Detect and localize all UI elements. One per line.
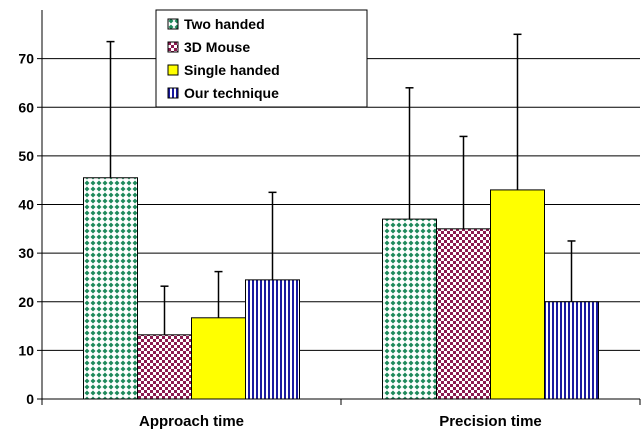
y-tick-label: 70 — [18, 51, 34, 67]
legend: Two handed 3D Mouse Single handed Our techn… — [155, 9, 368, 108]
bars — [83, 33, 599, 400]
y-tick-label: 30 — [18, 245, 34, 261]
bar — [245, 279, 300, 400]
legend-swatch — [167, 64, 179, 76]
y-tick-label: 50 — [18, 148, 34, 164]
y-tick-label: 0 — [26, 391, 34, 407]
x-category-label: Precision time — [439, 413, 542, 430]
x-category-label: Approach time — [139, 413, 244, 430]
legend-swatch — [167, 87, 179, 99]
y-tick-label: 20 — [18, 294, 34, 310]
legend-swatch — [167, 18, 179, 30]
legend-label: Our technique — [184, 85, 279, 101]
bar — [544, 301, 599, 400]
y-tick-label: 10 — [18, 342, 34, 358]
bar — [137, 334, 192, 400]
legend-box — [155, 9, 368, 108]
bar — [83, 177, 138, 400]
bar — [382, 218, 437, 400]
legend-swatch — [167, 41, 179, 53]
y-tick-label: 40 — [18, 197, 34, 213]
y-tick-label: 60 — [18, 99, 34, 115]
legend-label: Two handed — [184, 16, 265, 32]
bar — [191, 317, 246, 400]
bar — [490, 189, 545, 400]
legend-label: 3D Mouse — [184, 39, 250, 55]
legend-label: Single handed — [184, 62, 280, 78]
bar — [436, 228, 491, 400]
